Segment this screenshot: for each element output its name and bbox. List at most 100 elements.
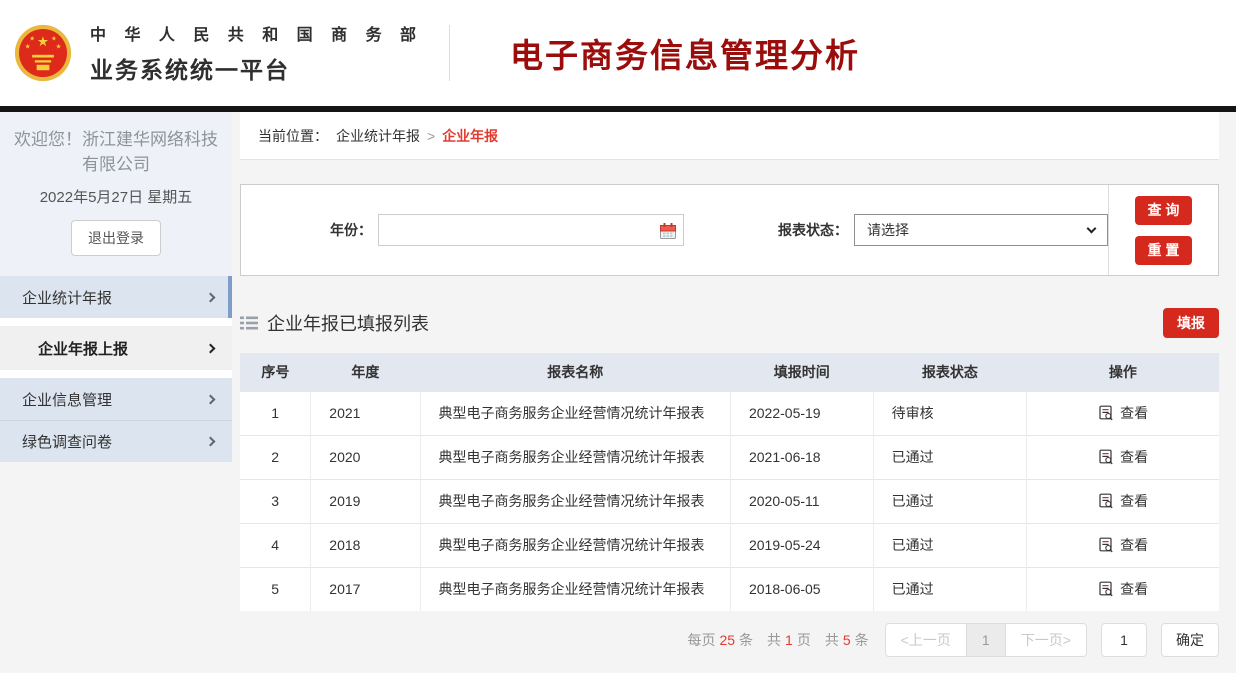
chevron-right-icon xyxy=(205,292,216,303)
cell-no: 5 xyxy=(240,566,312,611)
svg-text:★: ★ xyxy=(25,43,31,50)
page-jump-input[interactable] xyxy=(1101,623,1147,657)
per-page-prefix: 每页 xyxy=(687,632,716,648)
cell-year: 2017 xyxy=(310,566,421,611)
confirm-page-button[interactable]: 确定 xyxy=(1161,623,1219,657)
breadcrumb-separator: > xyxy=(427,127,436,144)
total-items-prefix: 共 xyxy=(824,632,839,648)
breadcrumb-current: 企业年报 xyxy=(442,127,499,144)
cell-status: 已通过 xyxy=(873,566,1028,611)
prev-page-button[interactable]: <上一页 xyxy=(900,632,951,648)
svg-text:★: ★ xyxy=(56,43,62,50)
cell-operation: 查看 xyxy=(1026,522,1219,567)
report-table-wrap: 序号 年度 报表名称 填报时间 报表状态 操作 1 2021 典型电子商务服务企… xyxy=(240,353,1219,611)
cell-no: 1 xyxy=(240,390,312,435)
cell-fill-time: 2021-06-18 xyxy=(730,434,874,479)
table-row: 1 2021 典型电子商务服务企业经营情况统计年报表 2022-05-19 待审… xyxy=(240,390,1219,435)
status-select-value: 请选择 xyxy=(867,222,909,238)
year-input-wrap xyxy=(378,214,684,246)
cell-operation: 查看 xyxy=(1026,390,1219,435)
table-header-row: 序号 年度 报表名称 填报时间 报表状态 操作 xyxy=(240,353,1219,391)
svg-text:★: ★ xyxy=(29,35,35,42)
view-link[interactable]: 查看 xyxy=(1098,403,1148,423)
cell-fill-time: 2022-05-19 xyxy=(730,390,874,435)
view-document-icon xyxy=(1099,449,1113,464)
cell-fill-time: 2018-06-05 xyxy=(730,566,874,611)
next-page-button[interactable]: 下一页> xyxy=(1020,632,1071,648)
breadcrumb-parent-link[interactable]: 企业统计年报 xyxy=(336,127,420,144)
status-label: 报表状态： xyxy=(778,222,848,238)
cell-fill-time: 2019-05-24 xyxy=(730,522,874,567)
sidebar-item-annual-report[interactable]: 企业统计年报 xyxy=(0,276,232,319)
svg-text:★: ★ xyxy=(37,34,49,49)
col-header-no: 序号 xyxy=(240,353,311,391)
welcome-text: 欢迎您！浙江建华网络科技有限公司 xyxy=(14,130,218,174)
total-items-count: 5 xyxy=(842,632,851,648)
cell-fill-time: 2020-05-11 xyxy=(730,478,874,523)
chevron-down-icon xyxy=(1086,223,1097,234)
report-table: 序号 年度 报表名称 填报时间 报表状态 操作 1 2021 典型电子商务服务企… xyxy=(240,353,1219,611)
logout-button[interactable]: 退出登录 xyxy=(71,220,161,257)
year-label: 年份： xyxy=(330,222,372,238)
breadcrumb: 当前位置： 企业统计年报 > 企业年报 xyxy=(240,112,1219,160)
view-link[interactable]: 查看 xyxy=(1098,535,1148,555)
svg-text:★: ★ xyxy=(51,35,57,42)
view-label: 查看 xyxy=(1120,580,1149,597)
sidebar-item-annual-report-submit[interactable]: 企业年报上报 xyxy=(0,326,232,371)
cell-year: 2019 xyxy=(310,478,421,523)
cell-status: 已通过 xyxy=(873,522,1028,567)
ministry-name: 中 华 人 民 共 和 国 商 务 部 xyxy=(90,27,424,44)
year-input[interactable] xyxy=(379,215,683,245)
header: ★ ★ ★ ★ ★ 中 华 人 民 共 和 国 商 务 部 业务系统统一平台 电… xyxy=(0,0,1236,106)
col-header-status: 报表状态 xyxy=(873,353,1027,391)
sidebar-item-label: 企业信息管理 xyxy=(22,391,113,409)
sidebar-item-label: 企业年报上报 xyxy=(38,340,129,358)
current-page-indicator[interactable]: 1 xyxy=(965,624,1006,656)
sidebar-item-green-survey[interactable]: 绿色调查问卷 xyxy=(0,420,232,463)
col-header-name: 报表名称 xyxy=(420,353,731,391)
fill-report-button[interactable]: 填报 xyxy=(1163,308,1219,338)
chevron-right-icon xyxy=(205,343,216,354)
pager-group: <上一页 1 下一页> xyxy=(884,623,1087,657)
cell-status: 待审核 xyxy=(873,390,1028,435)
table-row: 3 2019 典型电子商务服务企业经营情况统计年报表 2020-05-11 已通… xyxy=(240,478,1219,523)
total-pages-suffix: 页 xyxy=(796,632,811,648)
sidebar: 欢迎您！浙江建华网络科技有限公司 2022年5月27日 星期五 退出登录 企业统… xyxy=(0,112,232,463)
view-label: 查看 xyxy=(1120,492,1149,509)
view-link[interactable]: 查看 xyxy=(1098,579,1148,599)
cell-no: 3 xyxy=(240,478,312,523)
view-document-icon xyxy=(1099,581,1113,597)
table-row: 2 2020 典型电子商务服务企业经营情况统计年报表 2021-06-18 已通… xyxy=(240,434,1219,479)
app-title: 电子商务信息管理分析 xyxy=(510,37,861,74)
list-icon xyxy=(240,316,258,330)
sidebar-item-label: 企业统计年报 xyxy=(22,289,113,307)
cell-year: 2018 xyxy=(310,522,421,567)
sidebar-item-label: 绿色调查问卷 xyxy=(22,434,113,452)
cell-year: 2021 xyxy=(310,390,421,435)
sidebar-menu: 企业统计年报 企业年报上报 企业信息管理 绿色调查问卷 xyxy=(0,276,232,463)
cell-operation: 查看 xyxy=(1026,566,1219,611)
reset-button[interactable]: 重 置 xyxy=(1135,235,1192,265)
per-page-suffix: 条 xyxy=(739,632,754,648)
view-link[interactable]: 查看 xyxy=(1098,491,1148,511)
total-pages-prefix: 共 xyxy=(767,632,782,648)
chevron-right-icon xyxy=(205,436,216,447)
cell-operation: 查看 xyxy=(1026,434,1219,479)
per-page-count: 25 xyxy=(719,632,736,648)
platform-name: 业务系统统一平台 xyxy=(90,57,290,83)
sidebar-item-company-info[interactable]: 企业信息管理 xyxy=(0,378,232,421)
view-label: 查看 xyxy=(1120,448,1149,465)
status-select[interactable]: 请选择 xyxy=(854,214,1108,246)
view-label: 查看 xyxy=(1120,536,1149,553)
query-button[interactable]: 查 询 xyxy=(1135,195,1192,225)
view-link[interactable]: 查看 xyxy=(1098,447,1148,467)
section-head: 企业年报已填报列表 填报 xyxy=(240,301,1219,345)
calendar-icon[interactable] xyxy=(659,222,677,240)
current-date: 2022年5月27日 星期五 xyxy=(39,189,193,207)
cell-report-name: 典型电子商务服务企业经营情况统计年报表 xyxy=(420,434,731,479)
view-document-icon xyxy=(1099,537,1113,552)
national-emblem-logo: ★ ★ ★ ★ ★ xyxy=(14,24,72,82)
pagination-summary: 每页 25 条 共 1 页 共 5 条 xyxy=(683,630,868,650)
cell-operation: 查看 xyxy=(1026,478,1219,523)
